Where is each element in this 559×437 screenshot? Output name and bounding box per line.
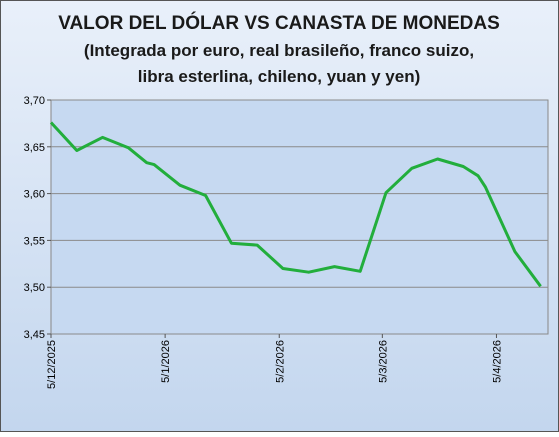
y-tick-label: 3,60 [24, 189, 45, 201]
y-tick-label: 3,65 [24, 142, 45, 154]
y-tick-label: 3,45 [24, 329, 45, 341]
x-tick-label: 5/3/2026 [377, 340, 389, 383]
y-tick-label: 3,55 [24, 235, 45, 247]
chart-title: VALOR DEL DÓLAR VS CANASTA DE MONEDAS [58, 12, 500, 34]
chart-subtitle: (Integrada por euro, real brasileño, fra… [84, 41, 474, 60]
y-tick-label: 3,50 [24, 282, 45, 294]
plot-area [50, 99, 549, 335]
x-tick-label: 5/1/2026 [160, 340, 172, 383]
y-tick-label: 3,70 [24, 95, 45, 107]
x-tick-label: 5/4/2026 [491, 340, 503, 383]
chart-subtitle: libra esterlina, chileno, yuan y yen) [138, 67, 420, 86]
data-line [49, 121, 542, 288]
x-tick-label: 5/2/2026 [274, 340, 286, 383]
x-tick-label: 5/12/2025 [46, 340, 58, 389]
